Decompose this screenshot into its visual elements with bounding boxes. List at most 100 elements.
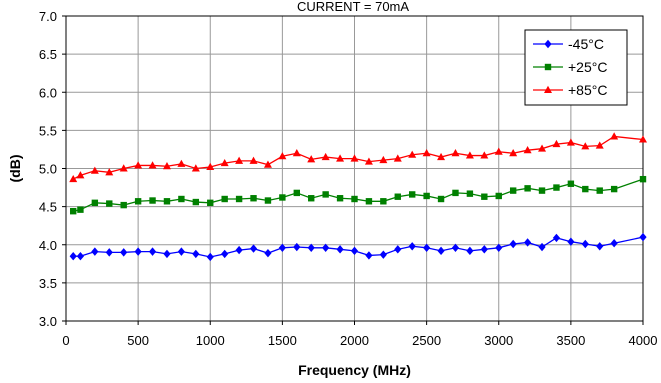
data-point-diamond <box>639 232 647 242</box>
data-point-square <box>149 197 156 204</box>
y-tick-label: 6.5 <box>39 47 57 62</box>
data-point-diamond <box>365 251 373 260</box>
data-point-diamond <box>120 248 128 257</box>
data-point-diamond <box>278 243 286 252</box>
data-point-diamond <box>307 243 315 252</box>
data-point-triangle <box>379 155 388 164</box>
data-point-triangle <box>263 160 272 168</box>
data-point-triangle <box>422 149 431 157</box>
data-point-triangle <box>538 144 547 152</box>
data-point-square <box>120 201 127 209</box>
chart-title: CURRENT = 70mA <box>297 0 409 14</box>
data-point-square <box>77 206 84 213</box>
data-point-square <box>544 63 552 71</box>
data-point-square <box>293 189 300 197</box>
data-point-diamond <box>264 248 272 258</box>
data-point-triangle <box>278 152 287 160</box>
data-point-square <box>394 193 401 200</box>
data-point-square <box>322 191 329 198</box>
y-tick-label: 3.5 <box>39 276 57 291</box>
data-point-diamond <box>509 239 517 249</box>
x-tick-label: 1500 <box>268 333 297 348</box>
data-point-square <box>596 187 603 194</box>
data-point-triangle <box>191 164 200 172</box>
data-point-diamond <box>221 249 229 259</box>
data-point-square <box>250 195 257 202</box>
data-point-triangle <box>69 174 78 183</box>
data-point-diamond <box>293 242 301 252</box>
data-point-diamond <box>350 246 359 256</box>
data-point-triangle <box>76 171 85 179</box>
x-tick-label: 0 <box>62 333 69 348</box>
data-point-triangle <box>307 155 316 163</box>
legend-entry-label: -45°C <box>568 36 604 52</box>
series-group <box>69 132 647 183</box>
data-point-triangle <box>451 149 460 157</box>
data-point-triangle <box>480 151 489 159</box>
data-point-square <box>495 192 502 200</box>
series-group <box>69 232 647 262</box>
data-point-diamond <box>408 242 416 251</box>
data-point-triangle <box>119 164 128 172</box>
data-point-triangle <box>235 156 244 164</box>
data-point-square <box>553 184 560 191</box>
legend-entry-label: +85°C <box>568 82 607 98</box>
axis-ticks: 0 500 1000 1500 2000 2500 3000 3500 4000 3.0 3.5 4.… <box>39 9 658 348</box>
data-point-square <box>437 195 445 203</box>
data-point-diamond <box>495 243 503 252</box>
data-point-diamond <box>322 243 330 252</box>
data-point-square <box>582 185 589 193</box>
data-point-triangle <box>610 132 619 140</box>
data-point-triangle <box>206 162 215 170</box>
y-axis-title: (dB) <box>7 155 23 183</box>
data-point-square <box>351 195 358 203</box>
data-point-diamond <box>192 249 200 259</box>
data-point-diamond <box>105 248 113 257</box>
series-line <box>73 178 644 212</box>
data-point-diamond <box>69 251 77 261</box>
y-tick-label: 4.5 <box>39 200 57 215</box>
data-point-diamond <box>466 246 474 256</box>
data-point-triangle <box>465 151 474 159</box>
data-point-triangle <box>162 162 171 170</box>
data-point-triangle <box>364 157 373 165</box>
data-point-square <box>178 195 185 203</box>
data-point-diamond <box>249 244 258 253</box>
data-point-triangle <box>350 154 359 162</box>
series-group <box>70 175 647 215</box>
data-point-square <box>279 194 286 201</box>
x-axis-title: Frequency (MHz) <box>298 362 411 378</box>
x-tick-label: 2500 <box>412 333 441 348</box>
data-point-square <box>567 180 575 187</box>
data-point-square <box>509 187 517 194</box>
data-point-diamond <box>451 243 460 252</box>
data-point-triangle <box>595 141 604 149</box>
y-tick-label: 6.0 <box>39 85 57 100</box>
data-point-triangle <box>494 147 503 155</box>
data-point-square <box>91 199 99 207</box>
data-point-diamond <box>394 245 402 254</box>
data-point-square <box>207 199 214 207</box>
data-point-diamond <box>581 239 589 249</box>
data-point-square <box>336 195 344 202</box>
data-point-diamond <box>423 243 431 252</box>
data-point-diamond <box>437 246 445 256</box>
data-point-triangle <box>90 166 99 174</box>
data-point-diamond <box>91 247 99 256</box>
y-tick-label: 4.0 <box>39 238 57 253</box>
data-point-square <box>192 198 200 206</box>
data-point-diamond <box>148 247 157 256</box>
data-point-triangle <box>292 149 301 157</box>
legend-entry-label: +25°C <box>568 59 607 75</box>
data-point-diamond <box>177 247 185 256</box>
data-point-square <box>481 193 488 200</box>
data-point-triangle <box>523 146 532 154</box>
data-point-square <box>134 198 142 205</box>
data-point-triangle <box>552 139 561 148</box>
series-line <box>72 135 644 180</box>
data-point-triangle <box>408 150 417 158</box>
data-point-triangle <box>566 138 575 146</box>
data-point-triangle <box>134 161 143 169</box>
data-point-diamond <box>610 239 618 248</box>
